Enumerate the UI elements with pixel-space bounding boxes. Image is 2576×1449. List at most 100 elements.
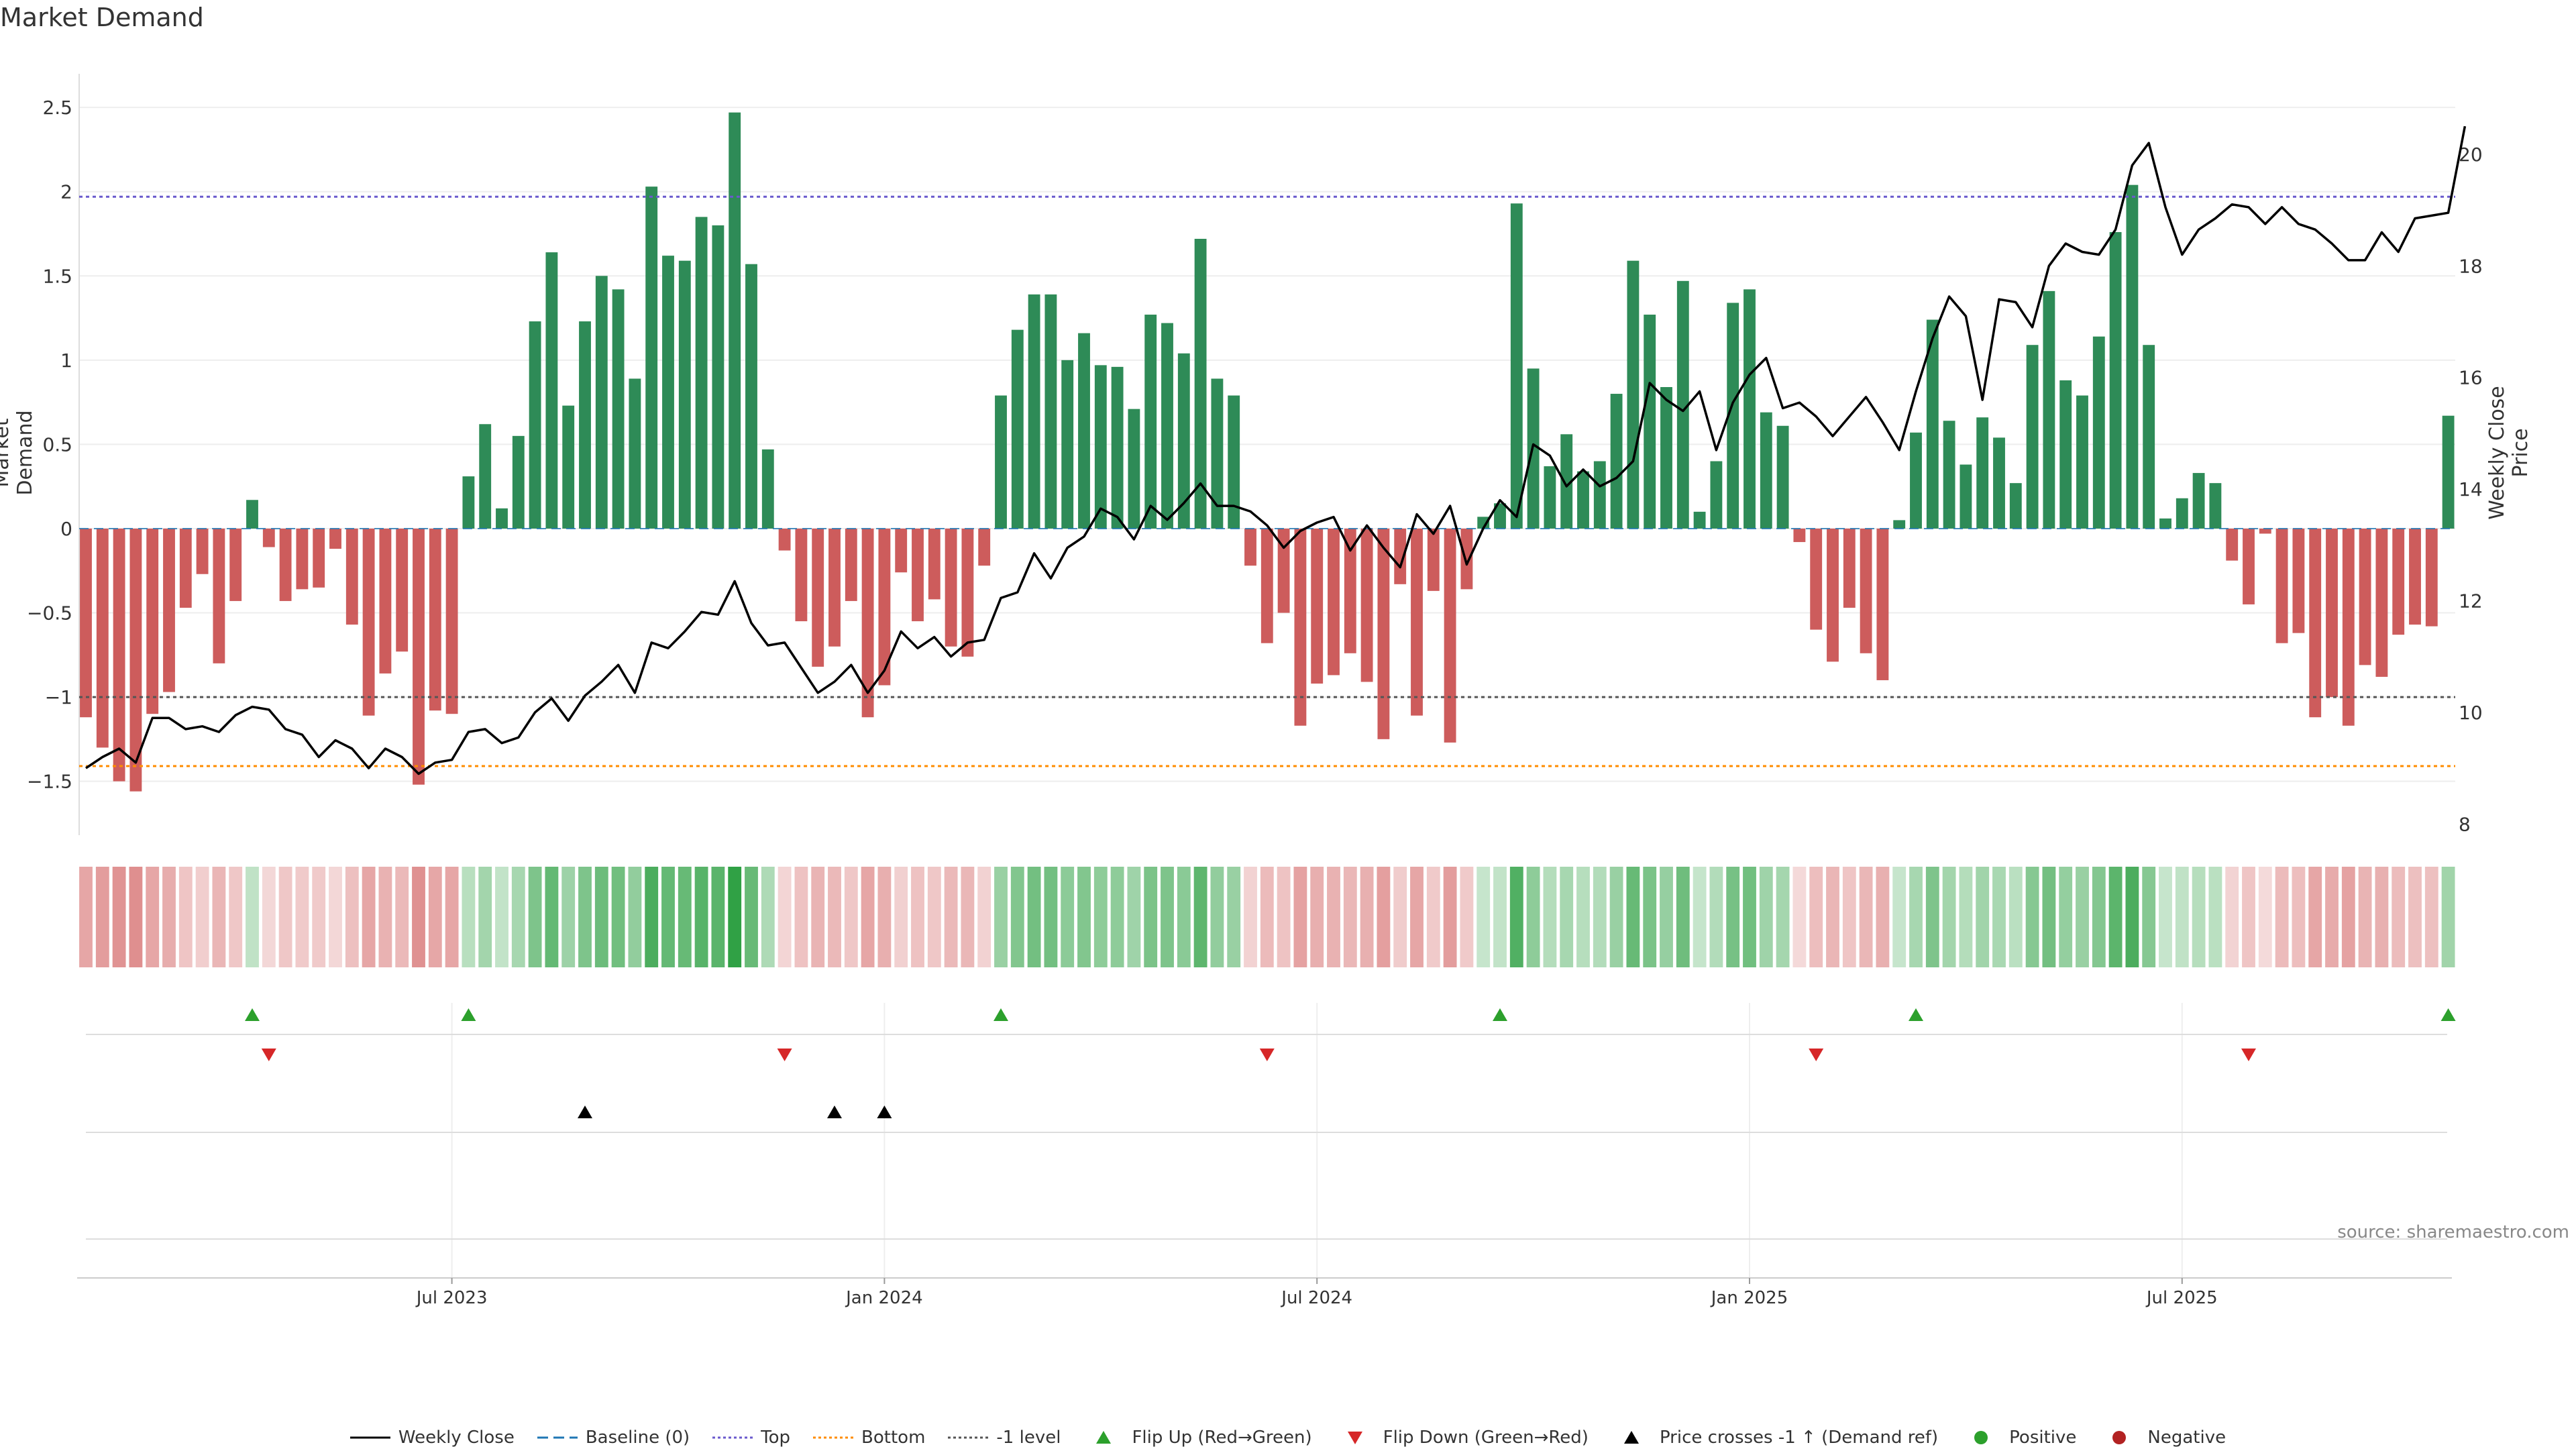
demand-bar-negative bbox=[1444, 528, 1456, 743]
demand-bar-negative bbox=[179, 528, 192, 608]
flip-up-marker bbox=[461, 1008, 476, 1021]
heat-strip-cell bbox=[1909, 867, 1923, 967]
demand-bar-negative bbox=[113, 528, 125, 782]
demand-bar-positive bbox=[479, 424, 492, 529]
y-tick-label-left: 2.5 bbox=[42, 97, 72, 119]
demand-bar-positive bbox=[1760, 412, 1772, 529]
y-tick-label-right: 20 bbox=[2459, 144, 2483, 166]
demand-bar-positive bbox=[995, 395, 1007, 529]
demand-bar-positive bbox=[579, 321, 591, 529]
demand-bar-negative bbox=[2259, 528, 2271, 534]
circle-icon bbox=[2099, 1429, 2139, 1446]
demand-bar-positive bbox=[1676, 280, 1689, 529]
demand-bar-negative bbox=[1277, 528, 1290, 613]
heat-strip-cell bbox=[645, 867, 659, 967]
demand-bar-negative bbox=[1377, 528, 1390, 739]
demand-bar-negative bbox=[429, 528, 441, 711]
x-tick-label: Jan 2024 bbox=[845, 1288, 923, 1308]
heat-strip-cell bbox=[2325, 867, 2339, 967]
legend-line-icon bbox=[350, 1429, 390, 1446]
heat-strip-cell bbox=[2258, 867, 2272, 967]
heat-strip-cell bbox=[2275, 867, 2289, 967]
legend-dot-line-icon bbox=[813, 1429, 854, 1446]
demand-bar-negative bbox=[2409, 528, 2421, 625]
y-tick-label-left: −1.5 bbox=[27, 771, 72, 793]
demand-bar-positive bbox=[1743, 289, 1756, 529]
demand-bar-positive bbox=[1544, 466, 1556, 529]
heat-strip-cell bbox=[1809, 867, 1823, 967]
heat-strip-cell bbox=[2341, 867, 2355, 967]
heat-strip-cell bbox=[112, 867, 126, 967]
heat-strip-cell bbox=[1443, 867, 1457, 967]
demand-bar-positive bbox=[2009, 483, 2022, 529]
heat-strip-cell bbox=[2358, 867, 2372, 967]
heat-strip-cell bbox=[445, 867, 459, 967]
demand-bar-negative bbox=[2309, 528, 2322, 718]
heat-strip-cell bbox=[2192, 867, 2206, 967]
heat-strip-cell bbox=[2424, 867, 2438, 967]
heat-strip-cell bbox=[1942, 867, 1956, 967]
demand-bar-positive bbox=[629, 378, 641, 529]
demand-bar-positive bbox=[1061, 360, 1074, 529]
demand-bar-negative bbox=[1827, 528, 1839, 662]
heat-strip-cell bbox=[844, 867, 858, 967]
heat-strip-cell bbox=[2375, 867, 2389, 967]
demand-bar-negative bbox=[1244, 528, 1256, 566]
demand-bar-negative bbox=[1311, 528, 1324, 684]
legend-price-cross: Price crosses -1 ↑ (Demand ref) bbox=[1611, 1428, 1938, 1448]
flip-up-marker bbox=[1909, 1008, 1923, 1021]
demand-bar-positive bbox=[612, 289, 625, 529]
y-tick-label-right: 16 bbox=[2459, 367, 2483, 389]
heat-strip-cell bbox=[1976, 867, 1990, 967]
demand-bar-negative bbox=[2243, 528, 2255, 604]
demand-bar-negative bbox=[1460, 528, 1473, 590]
heat-strip-cell bbox=[661, 867, 675, 967]
demand-bar-positive bbox=[2143, 345, 2155, 529]
legend-flip-down: Flip Down (Green→Red) bbox=[1335, 1428, 1589, 1448]
demand-bar-negative bbox=[2226, 528, 2239, 561]
heat-strip-cell bbox=[1077, 867, 1091, 967]
chart-title: Market Demand bbox=[0, 3, 204, 32]
demand-bar-negative bbox=[2425, 528, 2438, 627]
demand-bar-negative bbox=[163, 528, 175, 692]
y-tick-label-left: 0.5 bbox=[42, 433, 72, 455]
demand-bar-negative bbox=[945, 528, 957, 647]
heat-strip-cell bbox=[428, 867, 442, 967]
demand-bar-positive bbox=[1644, 315, 1656, 529]
heat-strip-cell bbox=[212, 867, 226, 967]
demand-bar-negative bbox=[1843, 528, 1856, 608]
heat-strip-cell bbox=[1161, 867, 1174, 967]
legend-flip-up: Flip Up (Red→Green) bbox=[1083, 1428, 1312, 1448]
demand-bar-positive bbox=[462, 476, 475, 529]
heat-strip-cell bbox=[1027, 867, 1041, 967]
legend-bottom: Bottom bbox=[813, 1428, 925, 1448]
demand-bar-positive bbox=[2159, 518, 2171, 529]
heat-strip-cell bbox=[2142, 867, 2156, 967]
flip-up-marker bbox=[245, 1008, 260, 1021]
demand-bar-positive bbox=[1893, 520, 1906, 529]
demand-bar-negative bbox=[912, 528, 924, 622]
heat-strip-cell bbox=[79, 867, 93, 967]
demand-bar-positive bbox=[1094, 365, 1107, 529]
flip-down-marker bbox=[1259, 1049, 1275, 1061]
demand-bar-negative bbox=[213, 528, 225, 663]
demand-bar-positive bbox=[729, 112, 741, 529]
heat-strip-cell bbox=[994, 867, 1008, 967]
heat-strip-cell bbox=[1876, 867, 1890, 967]
heat-strip-cell bbox=[927, 867, 941, 967]
heat-strip-cell bbox=[1526, 867, 1540, 967]
demand-bar-negative bbox=[2292, 528, 2305, 633]
demand-bar-negative bbox=[146, 528, 159, 714]
demand-bar-positive bbox=[1610, 394, 1623, 529]
demand-bar-negative bbox=[345, 528, 358, 625]
demand-bar-negative bbox=[878, 528, 891, 686]
demand-bar-positive bbox=[2026, 345, 2039, 529]
heat-strip-cell bbox=[1792, 867, 1807, 967]
demand-bar-positive bbox=[1011, 329, 1024, 529]
heat-strip-cell bbox=[1193, 867, 1208, 967]
demand-bar-positive bbox=[1111, 366, 1124, 529]
heat-strip-cell bbox=[95, 867, 109, 967]
heat-strip-cell bbox=[711, 867, 725, 967]
heat-strip-cell bbox=[1959, 867, 1973, 967]
demand-bar-positive bbox=[1910, 432, 1922, 529]
